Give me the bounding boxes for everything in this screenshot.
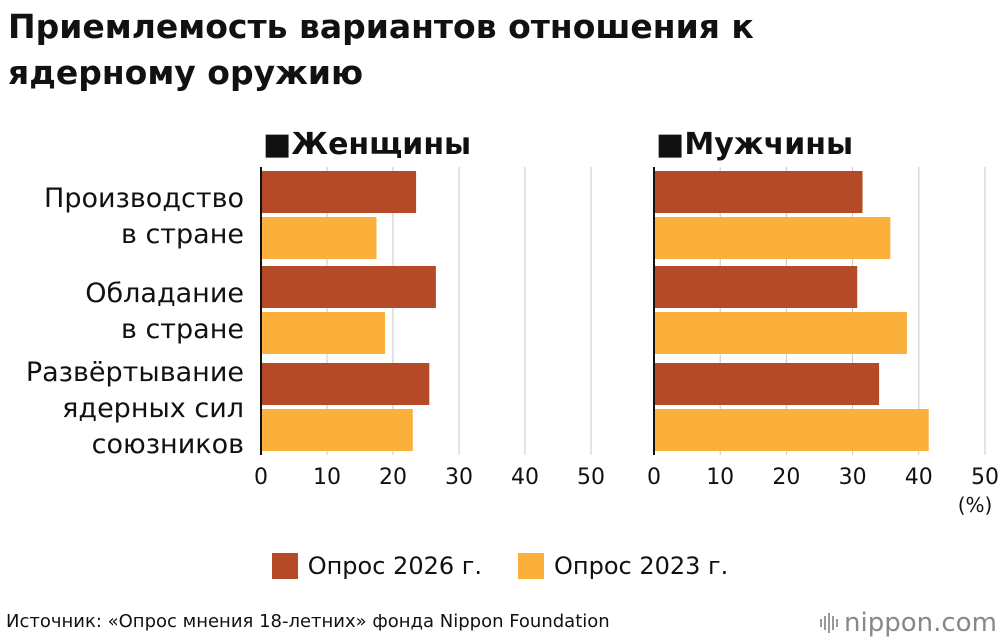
legend-swatch-2026 (271, 553, 298, 579)
category-label-2-0: Развёртывание (26, 357, 244, 388)
panel-title-1: ■Мужчины (656, 127, 853, 162)
x-tick-label-1-1: 10 (706, 465, 734, 490)
bar-1-2-0 (654, 363, 880, 405)
bar-1-1-0 (654, 266, 858, 308)
bar-0-0-0 (261, 171, 417, 213)
x-tick-label-0-5: 50 (577, 465, 605, 490)
x-tick-label-0-2: 20 (379, 465, 407, 490)
bar-0-1-0 (261, 266, 436, 308)
x-tick-label-1-3: 30 (839, 465, 867, 490)
category-label-0-0: Производство (44, 183, 244, 214)
x-tick-label-1-2: 20 (772, 465, 800, 490)
category-label-1-0: Обладание (85, 278, 244, 309)
chart-area: ■Женщины 0 10 20 30 40 50 ■Мужчины 0 10 20 30 40 50 (%… (26, 127, 999, 517)
nippon-logo: nippon.com (820, 606, 997, 640)
panel-title-0: ■Женщины (263, 127, 471, 162)
bar-0-1-1 (261, 312, 386, 354)
legend-label-2026: Опрос 2026 г. (307, 552, 482, 580)
logo-bars-icon (820, 612, 838, 634)
legend-item-2023: Опрос 2023 г. (518, 552, 728, 580)
legend-label-2023: Опрос 2023 г. (554, 552, 729, 580)
category-label-1-1: в стране (121, 314, 244, 345)
page-title: Приемлемость вариантов отношения к ядерн… (8, 7, 754, 92)
legend-swatch-2023 (518, 553, 544, 579)
x-tick-label-1-4: 40 (905, 465, 933, 490)
legend: Опрос 2026 г. Опрос 2023 г. (0, 552, 1000, 580)
x-tick-label-0-0: 0 (254, 465, 268, 490)
logo-text: nippon.com (844, 608, 997, 638)
bar-1-0-1 (654, 217, 891, 259)
bar-1-2-1 (654, 409, 929, 451)
bar-0-2-1 (261, 409, 413, 451)
bar-1-0-0 (654, 171, 863, 213)
bar-1-1-1 (654, 312, 907, 354)
category-label-2-1: ядерных сил (62, 393, 244, 424)
x-tick-label-0-3: 30 (445, 465, 473, 490)
bar-0-2-0 (261, 363, 430, 405)
category-label-0-1: в стране (121, 219, 244, 250)
category-label-2-2: союзников (92, 429, 244, 460)
x-tick-label-0-1: 10 (313, 465, 341, 490)
x-tick-label-1-5: 50 (971, 465, 999, 490)
unit-label: (%) (958, 493, 993, 517)
source-note: Источник: «Опрос мнения 18-летних» фонда… (6, 611, 610, 632)
bar-0-0-1 (261, 217, 377, 259)
x-tick-label-0-4: 40 (511, 465, 539, 490)
legend-item-2026: Опрос 2026 г. (271, 552, 482, 580)
x-tick-label-1-0: 0 (647, 465, 661, 490)
